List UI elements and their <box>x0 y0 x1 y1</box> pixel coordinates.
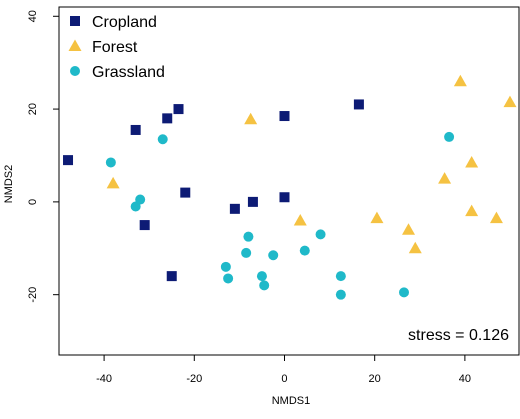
grassland-point <box>105 157 116 168</box>
cropland-point <box>353 99 364 110</box>
cropland-point <box>130 124 141 135</box>
legend-cropland-label: Cropland <box>92 14 157 31</box>
grassland-point <box>135 194 146 205</box>
grassland-point <box>268 250 279 261</box>
cropland-point <box>279 111 290 122</box>
legend-grassland-marker <box>70 66 80 76</box>
legend: Cropland Forest Grassland <box>68 14 165 81</box>
grassland-point <box>223 273 234 284</box>
grassland-point <box>315 229 326 240</box>
x-tick-label: -40 <box>96 373 112 385</box>
plot-frame <box>58 6 520 356</box>
legend-grassland-label: Grassland <box>92 64 165 81</box>
grassland-point <box>259 280 270 291</box>
grassland-point <box>335 289 346 300</box>
y-tick-label: 0 <box>27 199 39 205</box>
forest-point <box>402 223 416 235</box>
grassland-point <box>299 245 310 256</box>
cropland-point <box>247 196 258 207</box>
forest-point <box>438 172 452 184</box>
forest-point <box>293 213 307 226</box>
cropland-point <box>63 155 74 166</box>
y-tick-label: 40 <box>27 10 39 22</box>
cropland-point <box>139 220 150 231</box>
legend-forest-label: Forest <box>92 39 138 56</box>
cropland-point <box>162 113 173 124</box>
x-tick-label: 0 <box>281 373 287 385</box>
cropland-point <box>279 192 290 203</box>
grassland-point <box>335 271 346 282</box>
x-tick-label: 20 <box>369 373 381 385</box>
y-axis-title: NMDS2 <box>3 165 15 204</box>
grassland-point <box>157 134 168 145</box>
x-tick-label: -20 <box>186 373 202 385</box>
forest-point <box>370 211 384 224</box>
legend-cropland-marker <box>70 16 80 26</box>
forest-point <box>489 211 503 224</box>
forest-point <box>503 95 517 108</box>
cropland-point <box>166 271 177 282</box>
forest-point <box>465 204 479 217</box>
grassland-point <box>243 231 254 242</box>
forest-point <box>408 241 422 254</box>
cropland-point <box>180 187 191 198</box>
forest-point <box>244 112 258 125</box>
points-layer <box>63 74 517 300</box>
grassland-point <box>399 287 409 298</box>
forest-point <box>465 155 479 168</box>
forest-point <box>106 176 120 189</box>
axes-layer: -40 -20 0 20 40 -20 0 20 40 <box>27 6 520 385</box>
grassland-point <box>220 261 231 272</box>
grassland-point <box>444 131 455 142</box>
forest-point <box>453 74 467 87</box>
grassland-point <box>256 271 267 282</box>
x-tick-label: 40 <box>459 373 471 385</box>
y-tick-label: -20 <box>27 287 39 303</box>
stress-annotation: stress = 0.126 <box>408 327 509 344</box>
grassland-point <box>241 247 252 258</box>
cropland-point <box>229 203 240 214</box>
legend-forest-marker <box>68 39 82 51</box>
cropland-point <box>173 104 184 115</box>
x-axis-title: NMDS1 <box>272 395 311 407</box>
y-tick-label: 20 <box>27 103 39 115</box>
